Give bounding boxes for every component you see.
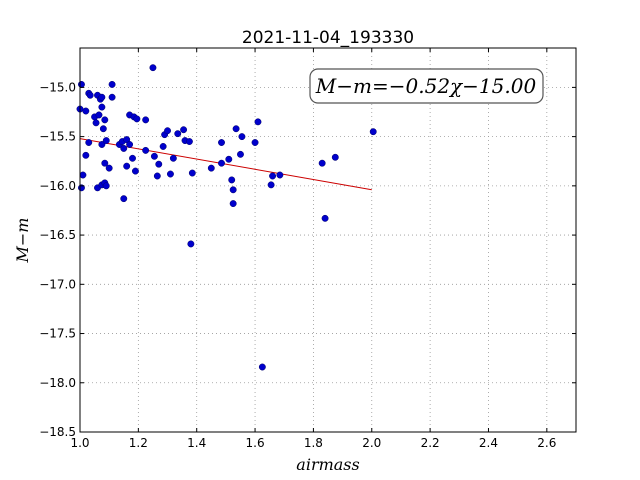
data-point — [254, 118, 262, 126]
data-point — [78, 80, 85, 88]
data-point — [188, 169, 196, 177]
data-point — [185, 138, 193, 145]
y-tick-label: −18.0 — [39, 376, 76, 390]
chart-title: 2021-11-04_193330 — [242, 28, 414, 48]
data-point — [105, 164, 113, 172]
data-point — [131, 167, 139, 175]
data-point — [98, 93, 106, 101]
data-point — [318, 159, 326, 167]
data-point — [95, 111, 103, 119]
data-point — [269, 172, 277, 180]
y-tick-label: −17.5 — [39, 327, 76, 341]
data-point — [187, 240, 195, 248]
data-point — [142, 116, 150, 124]
x-axis-ticks: 1.0 1.2 1.4 1.6 1.8 2.0 2.2 2.4 2.6 — [70, 48, 556, 450]
x-tick-label: 2.0 — [362, 436, 381, 450]
data-point — [238, 133, 246, 141]
data-point — [229, 186, 237, 194]
data-point — [101, 159, 109, 167]
x-tick-label: 1.6 — [246, 436, 265, 450]
y-tick-label: −15.5 — [39, 130, 76, 144]
y-axis-ticks: −15.0 −15.5 −16.0 −16.5 −17.0 −17.5 −18.0 −18.5 — [39, 80, 576, 439]
data-point — [133, 115, 141, 123]
data-point — [267, 181, 275, 189]
data-point — [98, 141, 106, 148]
data-point — [82, 151, 90, 159]
data-point — [108, 80, 116, 88]
fit-annotation-box: M−m=−0.52χ−15.00 — [309, 68, 544, 104]
data-point — [120, 195, 128, 203]
data-point — [207, 164, 215, 172]
x-tick-label: 2.4 — [479, 436, 498, 450]
y-tick-label: −18.5 — [39, 425, 76, 439]
y-tick-label: −15.0 — [39, 80, 76, 94]
x-tick-label: 1.4 — [187, 436, 206, 450]
data-point — [331, 153, 339, 161]
data-point — [120, 144, 128, 152]
plot-frame — [79, 47, 577, 433]
data-point — [229, 200, 237, 208]
data-point — [321, 214, 329, 222]
data-point — [149, 64, 157, 72]
y-tick-label: −17.0 — [39, 277, 76, 291]
data-point — [102, 137, 110, 145]
data-point — [82, 107, 90, 115]
data-point — [155, 160, 163, 168]
data-point — [232, 125, 240, 133]
data-point — [166, 170, 174, 178]
data-point — [92, 119, 100, 127]
data-point — [153, 172, 161, 180]
data-point — [218, 159, 225, 167]
x-tick-label: 1.0 — [70, 436, 89, 450]
y-tick-label: −16.0 — [39, 179, 76, 193]
data-point — [79, 171, 87, 179]
data-point — [251, 139, 259, 146]
data-point — [108, 93, 116, 101]
data-point — [174, 130, 182, 138]
y-axis-label: M−m — [13, 218, 32, 264]
data-point — [237, 150, 244, 158]
data-point — [180, 126, 188, 134]
data-point — [276, 171, 284, 179]
x-tick-label: 2.6 — [537, 436, 556, 450]
x-tick-label: 1.2 — [129, 436, 148, 450]
data-point — [85, 139, 93, 146]
data-point — [99, 125, 107, 133]
data-point — [369, 128, 377, 136]
x-tick-label: 2.2 — [421, 436, 440, 450]
data-point — [126, 141, 134, 148]
grid-lines — [79, 48, 576, 433]
data-point — [159, 143, 167, 150]
data-point — [101, 116, 109, 124]
data-point — [102, 182, 110, 190]
data-point — [129, 154, 136, 162]
data-point — [225, 155, 233, 163]
fit-annotation: M−m=−0.52χ−15.00 — [315, 74, 537, 98]
data-point — [150, 152, 158, 160]
y-tick-label: −16.5 — [39, 228, 76, 242]
x-axis-label: airmass — [296, 455, 359, 474]
data-point — [169, 154, 177, 162]
data-points — [76, 64, 377, 371]
data-point — [218, 139, 225, 146]
x-tick-label: 1.8 — [304, 436, 323, 450]
data-point — [228, 176, 236, 184]
data-point — [123, 162, 131, 170]
data-point — [164, 127, 171, 135]
data-point — [98, 103, 106, 111]
data-point — [258, 363, 266, 371]
data-point — [86, 91, 94, 99]
data-point — [142, 146, 150, 154]
